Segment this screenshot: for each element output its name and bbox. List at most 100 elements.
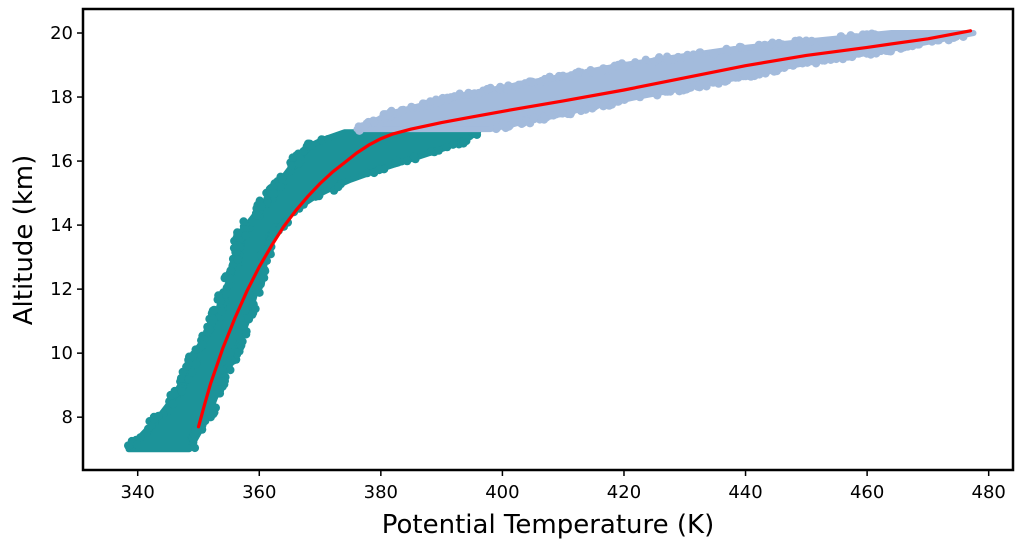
upper-scatter-point (443, 95, 453, 104)
lower-scatter-point (169, 389, 179, 398)
upper-scatter-point (540, 74, 550, 84)
upper-scatter-point (959, 32, 968, 41)
lower-scatter-point (307, 141, 316, 150)
lower-scatter-point (472, 130, 482, 139)
upper-scatter-point (723, 75, 732, 84)
upper-scatter-point (610, 61, 619, 70)
upper-scatter-point (844, 52, 854, 61)
y-tick-label: 14 (50, 215, 73, 236)
x-tick-label: 480 (972, 482, 1006, 503)
lower-scatter-point (260, 266, 270, 276)
lower-scatter-point (149, 414, 159, 424)
x-tick-label: 360 (242, 482, 276, 503)
upper-scatter-point (431, 95, 441, 104)
lower-scatter-point (294, 159, 303, 168)
upper-scatter-point (811, 59, 821, 68)
upper-scatter-point (632, 59, 641, 69)
upper-scatter-point (872, 48, 881, 57)
upper-scatter-point (556, 107, 565, 117)
lower-scatter-point (434, 146, 443, 155)
upper-scatter-point (866, 30, 875, 40)
upper-scatter-point (826, 55, 835, 64)
x-tick-label: 440 (728, 482, 762, 503)
upper-scatter-point (521, 117, 531, 126)
lower-scatter-point (197, 425, 207, 434)
upper-scatter-point (498, 120, 507, 129)
lower-scatter-point (233, 255, 243, 264)
lower-scatter-point (268, 182, 278, 191)
upper-scatter-point (622, 93, 632, 102)
upper-scatter-point (682, 84, 692, 94)
upper-scatter-point (741, 71, 750, 81)
lower-scatter-point (410, 152, 419, 161)
upper-scatter-point (714, 77, 723, 86)
upper-scatter-point (788, 61, 798, 70)
upper-scatter-point (635, 92, 645, 102)
upper-scatter-point (416, 103, 425, 113)
upper-scatter-point (754, 40, 764, 50)
upper-scatter-point (620, 61, 630, 70)
upper-scatter-point (641, 55, 650, 64)
lower-scatter-point (217, 307, 226, 316)
lower-scatter-point (190, 443, 200, 453)
upper-scatter-point (590, 102, 599, 111)
upper-scatter-point (450, 92, 459, 101)
upper-scatter-point (806, 37, 815, 46)
y-axis-label: Altitude (km) (9, 155, 39, 326)
lower-scatter-point (191, 345, 200, 354)
lower-scatter-point (209, 305, 219, 315)
upper-scatter-point (695, 51, 704, 60)
upper-scatter-point (664, 56, 673, 66)
upper-scatter-point (567, 71, 576, 80)
upper-scatter-point (486, 83, 495, 93)
lower-scatter-point (241, 231, 250, 240)
upper-scatter-point (586, 66, 595, 75)
upper-scatter-point (369, 116, 378, 125)
lower-scatter-point (374, 165, 384, 175)
upper-scatter-point (407, 102, 416, 112)
upper-scatter-point (695, 83, 704, 92)
lower-scatter-point (209, 409, 218, 419)
upper-scatter-point (528, 77, 537, 87)
upper-scatter-point (774, 38, 784, 48)
lower-scatter-point (168, 399, 178, 409)
lower-scatter-point (239, 217, 248, 226)
lower-scatter-point (323, 135, 333, 144)
upper-scatter-point (539, 114, 549, 123)
lower-scatter-point (184, 374, 193, 384)
lower-scatter-point (426, 147, 436, 156)
plot-frame (81, 7, 1015, 472)
upper-scatter-point (354, 122, 363, 131)
upper-scatter-point (602, 65, 611, 74)
lower-scatter-point (402, 156, 412, 166)
x-tick-label: 340 (121, 482, 155, 503)
upper-scatter-point (650, 88, 659, 97)
lower-scatter-point (459, 139, 468, 148)
lower-scatter-point (142, 428, 151, 437)
x-tick-label: 400 (485, 482, 519, 503)
upper-scatter-point (514, 80, 523, 90)
lower-scatter-point (241, 225, 250, 234)
lower-scatter-point (226, 365, 235, 375)
upper-scatter-point (503, 83, 512, 92)
lower-scatter-point (251, 304, 260, 313)
lower-scatter-point (191, 426, 200, 435)
upper-scatter-point (775, 62, 785, 72)
upper-scatter-point (818, 56, 827, 65)
x-tick-label: 380 (364, 482, 398, 503)
lower-scatter-point (448, 140, 458, 149)
lower-scatter-point (232, 348, 241, 358)
upper-scatter-point (496, 82, 505, 92)
upper-scatter-point (683, 50, 692, 60)
lower-scatter-point (229, 243, 239, 253)
lower-scatter-point (259, 245, 268, 254)
lower-scatter-point (226, 266, 235, 275)
lower-scatter-point (392, 156, 402, 166)
lower-scatter-point (182, 362, 191, 371)
y-tick-label: 20 (50, 23, 73, 44)
lower-scatter-point (257, 202, 266, 211)
upper-scatter-point (399, 105, 408, 115)
lower-scatter-point (132, 440, 142, 450)
lower-scatter-point (244, 315, 254, 324)
